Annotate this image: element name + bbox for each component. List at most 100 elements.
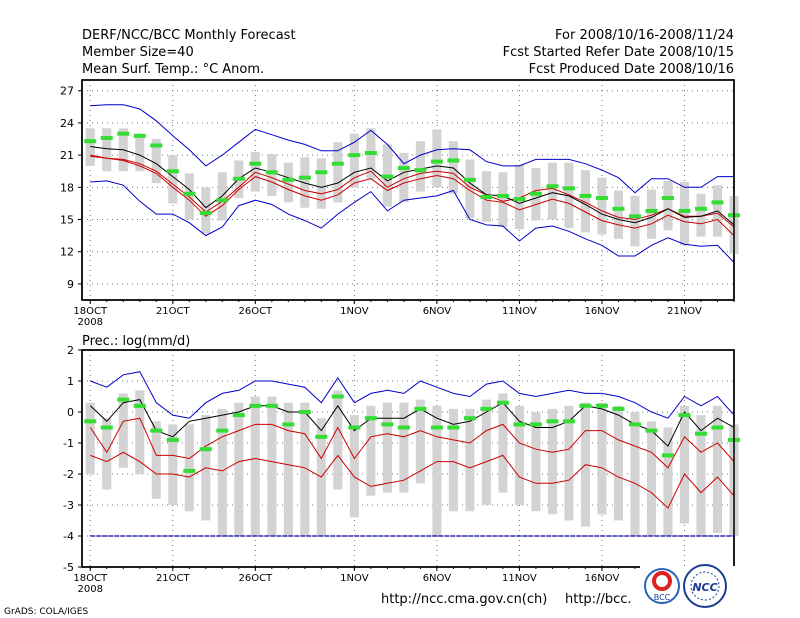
prec-spread-box <box>151 421 161 499</box>
prec-spread-box <box>498 393 508 493</box>
temp-observed-mark <box>529 191 542 196</box>
prec-ytick-label: -5 <box>63 561 74 574</box>
prec-observed-mark <box>348 425 361 430</box>
prec-observed-mark <box>496 400 509 405</box>
temp-observed-mark <box>381 174 394 179</box>
temp-ytick-label: 27 <box>60 85 74 98</box>
ncc-url-link[interactable]: http://ncc.cma.gov.cn(ch) <box>381 592 547 607</box>
prec-xtick-label: 26OCT <box>238 573 273 584</box>
prec-observed-mark <box>315 434 328 439</box>
prec-observed-mark <box>166 437 179 442</box>
temp-spread-box <box>646 189 657 239</box>
prec-observed-mark <box>430 425 443 430</box>
prec-observed-mark <box>645 428 658 433</box>
temp-spread-box <box>316 158 326 209</box>
prec-spread-box <box>712 405 723 533</box>
temp-observed-mark <box>348 153 361 158</box>
temp-xtick-label: 1NOV <box>340 306 369 317</box>
prec-spread-box <box>630 412 640 536</box>
temp-observed-mark <box>430 159 443 164</box>
temp-xtick-label: 11NOV <box>502 306 537 317</box>
temp-observed-mark <box>711 200 724 205</box>
prec-observed-mark <box>463 416 476 421</box>
prec-xtick-label: 6NOV <box>423 573 452 584</box>
temp-observed-mark <box>265 170 278 175</box>
prec-observed-mark <box>513 422 526 427</box>
prec-observed-mark <box>183 468 196 473</box>
temp-spread-box <box>168 155 178 204</box>
prec-observed-mark <box>562 419 575 424</box>
temp-xtick-label: 6NOV <box>423 306 452 317</box>
temp-spread-box <box>597 177 607 235</box>
temp-spread-box <box>448 141 458 194</box>
temp-observed-mark <box>364 150 377 155</box>
temp-spread-box <box>250 151 260 192</box>
prec-observed-mark <box>529 422 542 427</box>
temp-xtick-label: 21OCT <box>156 306 191 317</box>
temp-xtick-label: 18OCT <box>73 306 108 317</box>
prec-series-max <box>90 371 735 419</box>
temp-observed-mark <box>199 211 212 216</box>
temp-observed-mark <box>513 197 526 202</box>
temp-series-mean <box>90 146 735 226</box>
prec-observed-mark <box>414 406 427 411</box>
prec-spread-box <box>382 402 392 493</box>
prec-observed-mark <box>397 425 410 430</box>
prec-spread-box <box>85 402 95 474</box>
temp-observed-mark <box>249 161 262 166</box>
temp-observed-mark <box>694 206 707 211</box>
header-title: DERF/NCC/BCC Monthly Forecast <box>82 28 296 43</box>
prec-observed-mark <box>117 397 130 402</box>
temp-observed-mark <box>414 168 427 173</box>
prec-ytick-label: 1 <box>67 375 74 388</box>
prec-ytick-label: 2 <box>67 344 74 357</box>
temp-observed-mark <box>133 133 146 138</box>
prec-observed-mark <box>232 413 245 418</box>
prec-spread-box <box>283 402 293 536</box>
prec-observed-mark <box>381 422 394 427</box>
prec-spread-box <box>234 402 244 536</box>
prec-spread-box <box>333 390 343 490</box>
header-member-size: Member Size=40 <box>82 45 194 60</box>
temp-spread-box <box>102 128 112 172</box>
temp-spread-box <box>514 164 524 230</box>
prec-xtick-label: 21OCT <box>156 573 191 584</box>
temp-observed-mark <box>216 198 229 203</box>
temp-observed-mark <box>612 206 625 211</box>
header-variable: Mean Surf. Temp.: °C Anom. <box>82 62 264 77</box>
prec-spread-box <box>366 405 376 496</box>
prec-spread-box <box>118 393 128 468</box>
prec-xtick-year: 2008 <box>78 584 103 595</box>
prec-observed-mark <box>298 410 311 414</box>
prec-series-mean <box>89 399 735 447</box>
prec-observed-mark <box>199 447 212 452</box>
temp-observed-mark <box>183 191 196 196</box>
temp-spread-box <box>399 152 409 203</box>
temp-ytick-label: 9 <box>67 278 74 291</box>
temp-observed-mark <box>678 208 691 213</box>
prec-observed-mark <box>447 425 460 430</box>
temp-xtick-label: 21NOV <box>667 306 702 317</box>
temp-spread-box <box>613 190 623 239</box>
temp-spread-box <box>630 195 640 247</box>
header-produced-date: Fcst Produced Date 2008/10/16 <box>529 62 734 77</box>
prec-series-upper <box>89 417 735 469</box>
precip-panel-title: Prec.: log(mm/d) <box>82 334 190 349</box>
temp-spread-box <box>201 187 211 234</box>
bcc-url-link[interactable]: http://bcc. <box>565 592 632 607</box>
temp-ytick-label: 24 <box>60 117 74 130</box>
temp-spread-box <box>465 159 475 219</box>
ncc-logo: NCC <box>683 564 727 608</box>
temp-ytick-label: 21 <box>60 149 74 162</box>
prec-spread-box <box>481 399 491 505</box>
prec-observed-mark <box>612 406 625 411</box>
prec-spread-box <box>564 405 574 521</box>
prec-spread-box <box>135 390 145 474</box>
prec-observed-mark <box>628 422 641 427</box>
temp-spread-box <box>151 139 161 184</box>
temp-observed-mark <box>282 177 295 182</box>
prec-observed-mark <box>249 403 262 408</box>
temp-observed-mark <box>562 186 575 191</box>
prec-spread-box <box>696 415 706 536</box>
